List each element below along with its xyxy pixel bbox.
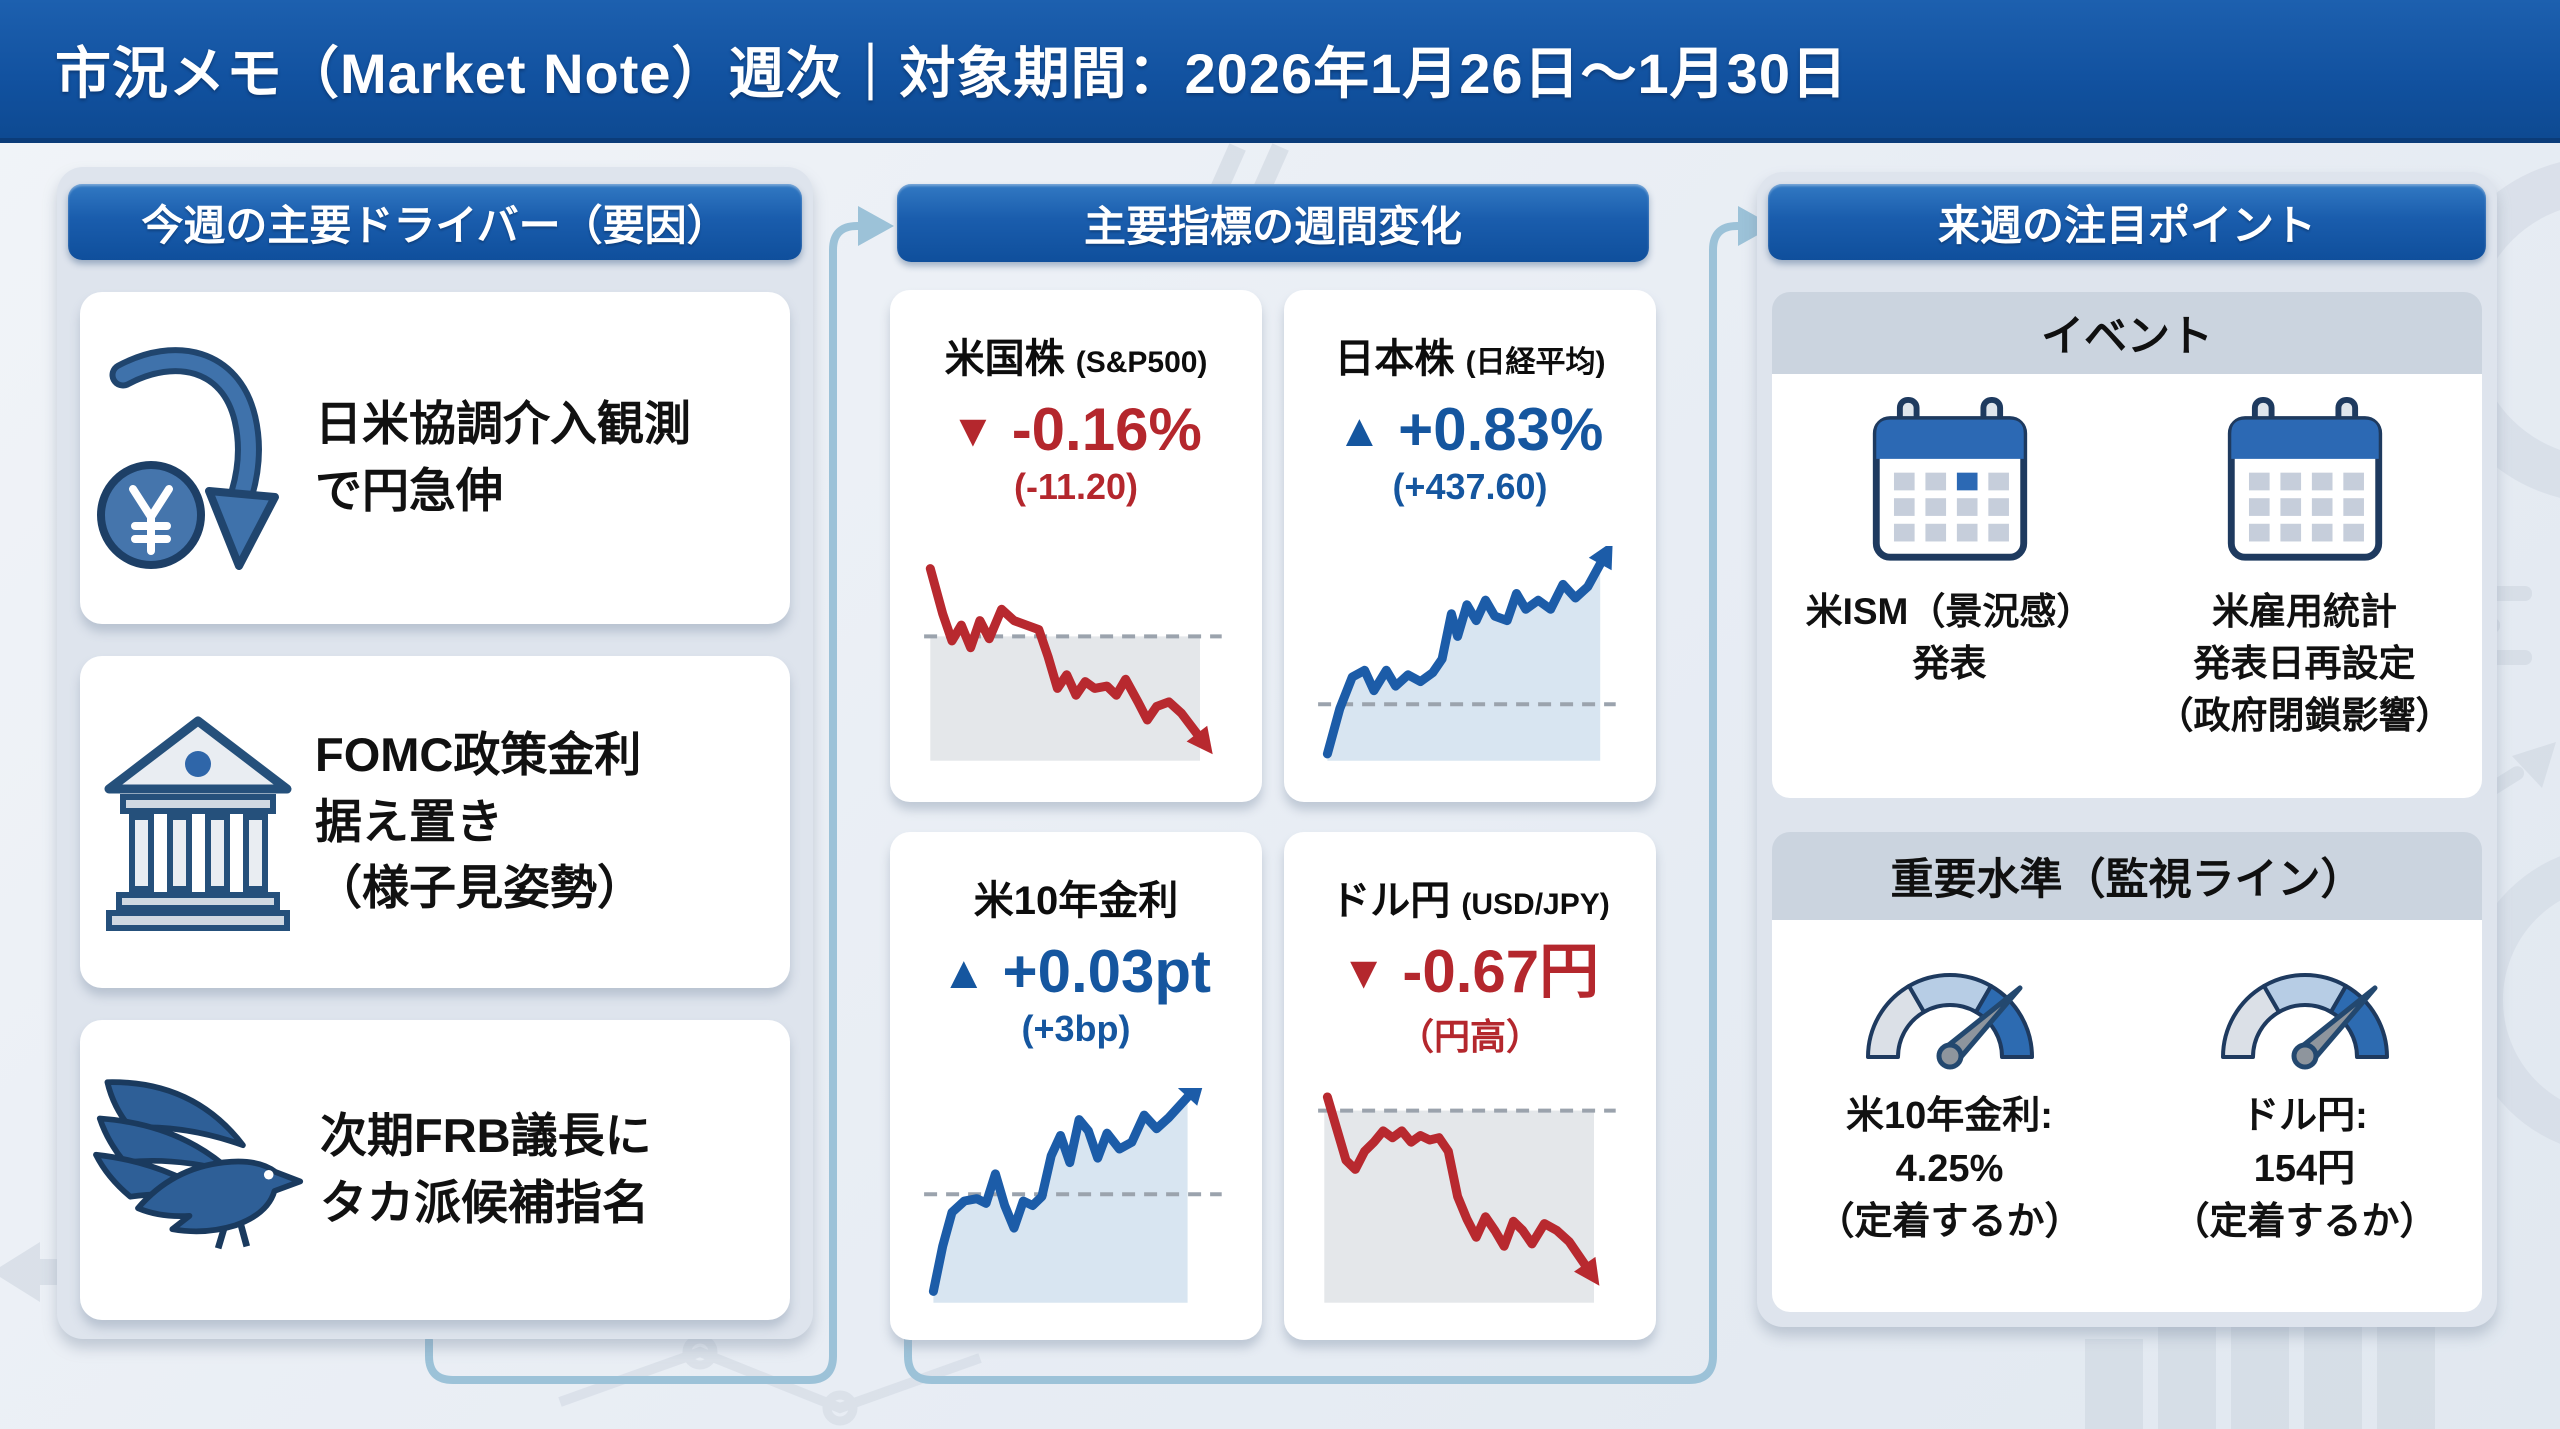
indicator-change-detail: (+437.60) [1392,466,1548,507]
driver-card-frb-chair: 次期FRB議長に タカ派候補指名 [80,1020,790,1320]
driver-card-yen-surge: 日米協調介入観測 で円急伸 [80,292,790,624]
indicator-card-jp-stock: 日本株 (日経平均) ▲ +0.83% (+437.60) [1284,290,1656,802]
calendar-icon [2220,396,2390,568]
driver-card-fomc: FOMC政策金利 据え置き （様子見姿勢） [80,656,790,988]
indicators-panel-title: 主要指標の週間変化 [897,184,1649,262]
events-section-title: イベント [1772,292,2482,374]
driver-text-fomc: FOMC政策金利 据え置き （様子見姿勢） [315,727,644,915]
indicator-title: 日本株 (日経平均) [1284,326,1656,384]
events-section-body: 米ISM（景況感） 発表 米雇用統計 発表日再設定 （政府閉鎖影響） [1772,374,2482,798]
event-item-ism: 米ISM（景況感） 発表 [1805,591,2094,684]
driver-text-frb-chair: 次期FRB議長に タカ派候補指名 [320,1109,652,1229]
indicator-subname: (日経平均) [1465,346,1606,379]
levels-section-title: 重要水準（監視ライン） [1772,832,2482,920]
page-title: 市況メモ（Market Note）週次｜対象期間：2026年1月26日〜1月30… [55,41,1848,105]
gauge-icon [1850,942,2050,1072]
indicator-card-us-stock: 米国株 (S&P500) ▼ -0.16% (-11.20) [890,290,1262,802]
indicator-name: 米国株 [944,337,1065,381]
up-triangle-icon: ▲ [1336,404,1383,456]
header-bar: 市況メモ（Market Note）週次｜対象期間：2026年1月26日〜1月30… [0,0,2560,143]
up-triangle-icon: ▲ [941,946,987,998]
indicator-title: ドル円 (USD/JPY) [1284,868,1656,926]
level-item-usdjpy: ドル円: 154円 （定着するか） [2171,1095,2438,1244]
level-item-us10y: 米10年金利: 4.25% （定着するか） [1816,1095,2083,1244]
outlook-panel: 来週の注目ポイント イベント [1757,172,2497,1327]
flow-connector-2 [904,222,1744,1384]
hawk-icon [80,1065,320,1275]
indicator-change-value: -0.67円 [1402,938,1600,1005]
jp-stock-sparkline [1315,546,1625,772]
gauge-icon [2205,942,2405,1072]
drivers-panel: 今週の主要ドライバー（要因） 日米協調介入観測 で円急伸 [57,167,813,1339]
indicator-card-usdjpy: ドル円 (USD/JPY) ▼ -0.67円 （円高） [1284,832,1656,1340]
indicator-title: 米国株 (S&P500) [890,326,1262,384]
outlook-panel-title: 来週の注目ポイント [1768,184,2486,260]
indicator-change-detail: (-11.20) [1013,466,1139,507]
levels-section-body: 米10年金利: 4.25% （定着するか） ドル円: 154円 （定着するか） [1772,920,2482,1312]
calendar-highlight-icon [1865,396,2035,568]
flow-arrow-1-icon [858,206,894,246]
driver-text-yen-surge: 日米協調介入観測 で円急伸 [315,397,691,517]
event-item-employment: 米雇用統計 発表日再設定 （政府閉鎖影響） [2156,591,2453,736]
down-triangle-icon: ▼ [1340,946,1387,998]
drivers-panel-title: 今週の主要ドライバー（要因） [68,184,802,260]
indicator-change-detail: (+3bp) [1021,1008,1131,1049]
indicator-change-value: -0.16% [1011,396,1202,463]
indicator-subname: (USD/JPY) [1461,888,1610,921]
indicator-change-value: +0.83% [1398,396,1604,463]
indicator-name: ドル円 [1330,879,1451,923]
indicator-subname: (S&P500) [1075,346,1208,379]
us10y-sparkline [921,1088,1231,1314]
indicator-title: 米10年金利 [890,868,1262,926]
indicator-change-detail: （円高） [1397,1016,1542,1057]
bank-icon [80,707,315,937]
indicator-name: 日本株 [1334,337,1455,381]
down-triangle-icon: ▼ [950,404,996,456]
indicator-name: 米10年金利 [973,879,1179,923]
indicator-card-us10y: 米10年金利 ▲ +0.03pt (+3bp) [890,832,1262,1340]
us-stock-sparkline [921,546,1231,772]
yen-drop-icon [80,333,315,583]
indicator-change-value: +0.03pt [1002,938,1211,1005]
usdjpy-sparkline [1315,1088,1625,1314]
